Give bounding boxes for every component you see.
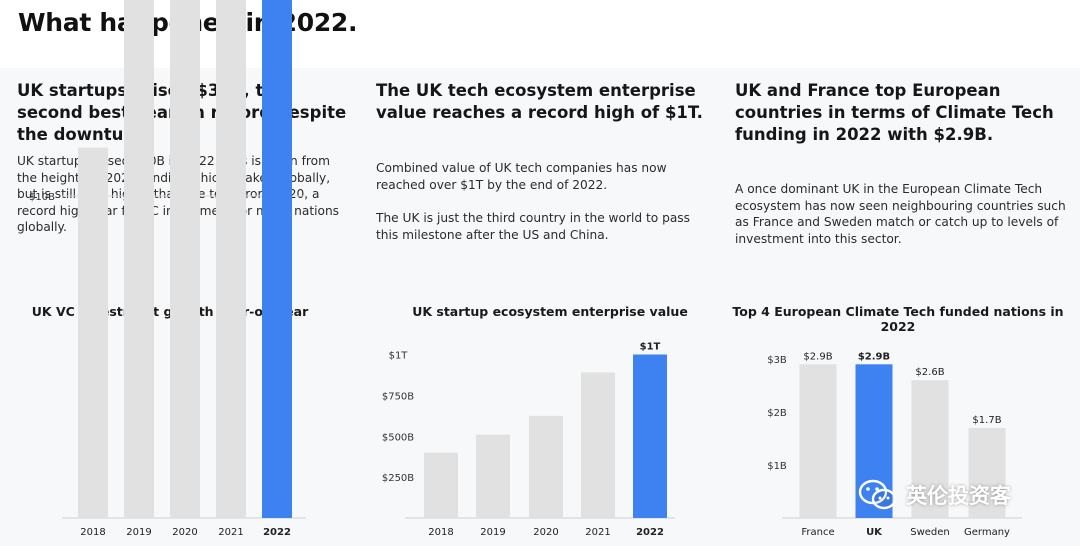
category-label: France (801, 527, 834, 538)
category-label: Germany (964, 527, 1010, 538)
column-body: The UK is just the third country in the … (376, 211, 691, 242)
column-heading: The UK tech ecosystem enterprise value r… (376, 81, 703, 122)
category-label: 2020 (533, 527, 558, 538)
y-tick-label: $1B (767, 461, 787, 472)
y-tick-label: $1T (389, 351, 409, 362)
bar (424, 452, 458, 518)
column-body: A once dominant UK in the European Clima… (735, 182, 1066, 246)
category-label: 2022 (263, 527, 291, 538)
category-label: 2022 (636, 527, 664, 538)
bar (968, 427, 1006, 518)
watermark: 英伦投资客 (858, 478, 1011, 512)
bar (911, 380, 949, 518)
data-label: $2.9B (803, 351, 832, 362)
category-label: 2019 (480, 527, 505, 538)
y-tick-label: $750B (382, 391, 414, 402)
data-label: $2.9B (858, 351, 890, 362)
y-tick-label: $500B (382, 432, 414, 443)
wechat-icon (858, 478, 898, 512)
bar (78, 147, 108, 518)
data-label: $2.6B (915, 367, 944, 378)
y-tick-label: $2B (767, 408, 787, 419)
chart-title-climate-tech: Top 4 European Climate Tech funded natio… (732, 304, 1064, 334)
watermark-text: 英伦投资客 (906, 484, 1011, 508)
bar (124, 0, 154, 518)
bar (262, 0, 292, 518)
category-label: 2019 (126, 527, 151, 538)
chart-title-enterprise-value: UK startup ecosystem enterprise value (412, 304, 688, 319)
bar (216, 0, 246, 518)
y-tick-label: $250B (382, 473, 414, 484)
y-tick-label: $3B (767, 355, 787, 366)
column-climate-tech: UK and France top European countries in … (735, 80, 1070, 247)
category-label: 2021 (585, 527, 610, 538)
category-label: 2018 (80, 527, 105, 538)
category-label: UK (866, 527, 883, 538)
data-label: $1T (640, 342, 661, 353)
y-tick-label: $10B (29, 192, 55, 203)
bar (170, 0, 200, 519)
category-label: 2020 (172, 527, 197, 538)
category-label: 2018 (428, 527, 453, 538)
bar (633, 354, 667, 518)
column-body: Combined value of UK tech companies has … (376, 161, 667, 192)
bar (799, 364, 837, 518)
bar (529, 415, 563, 518)
category-label: Sweden (910, 527, 950, 538)
data-label: $1.7B (972, 415, 1001, 426)
bar (476, 434, 510, 518)
column-enterprise-value: The UK tech ecosystem enterprise value r… (376, 80, 706, 243)
category-label: 2021 (218, 527, 243, 538)
column-heading: UK and France top European countries in … (735, 81, 1054, 144)
bar (581, 372, 615, 518)
